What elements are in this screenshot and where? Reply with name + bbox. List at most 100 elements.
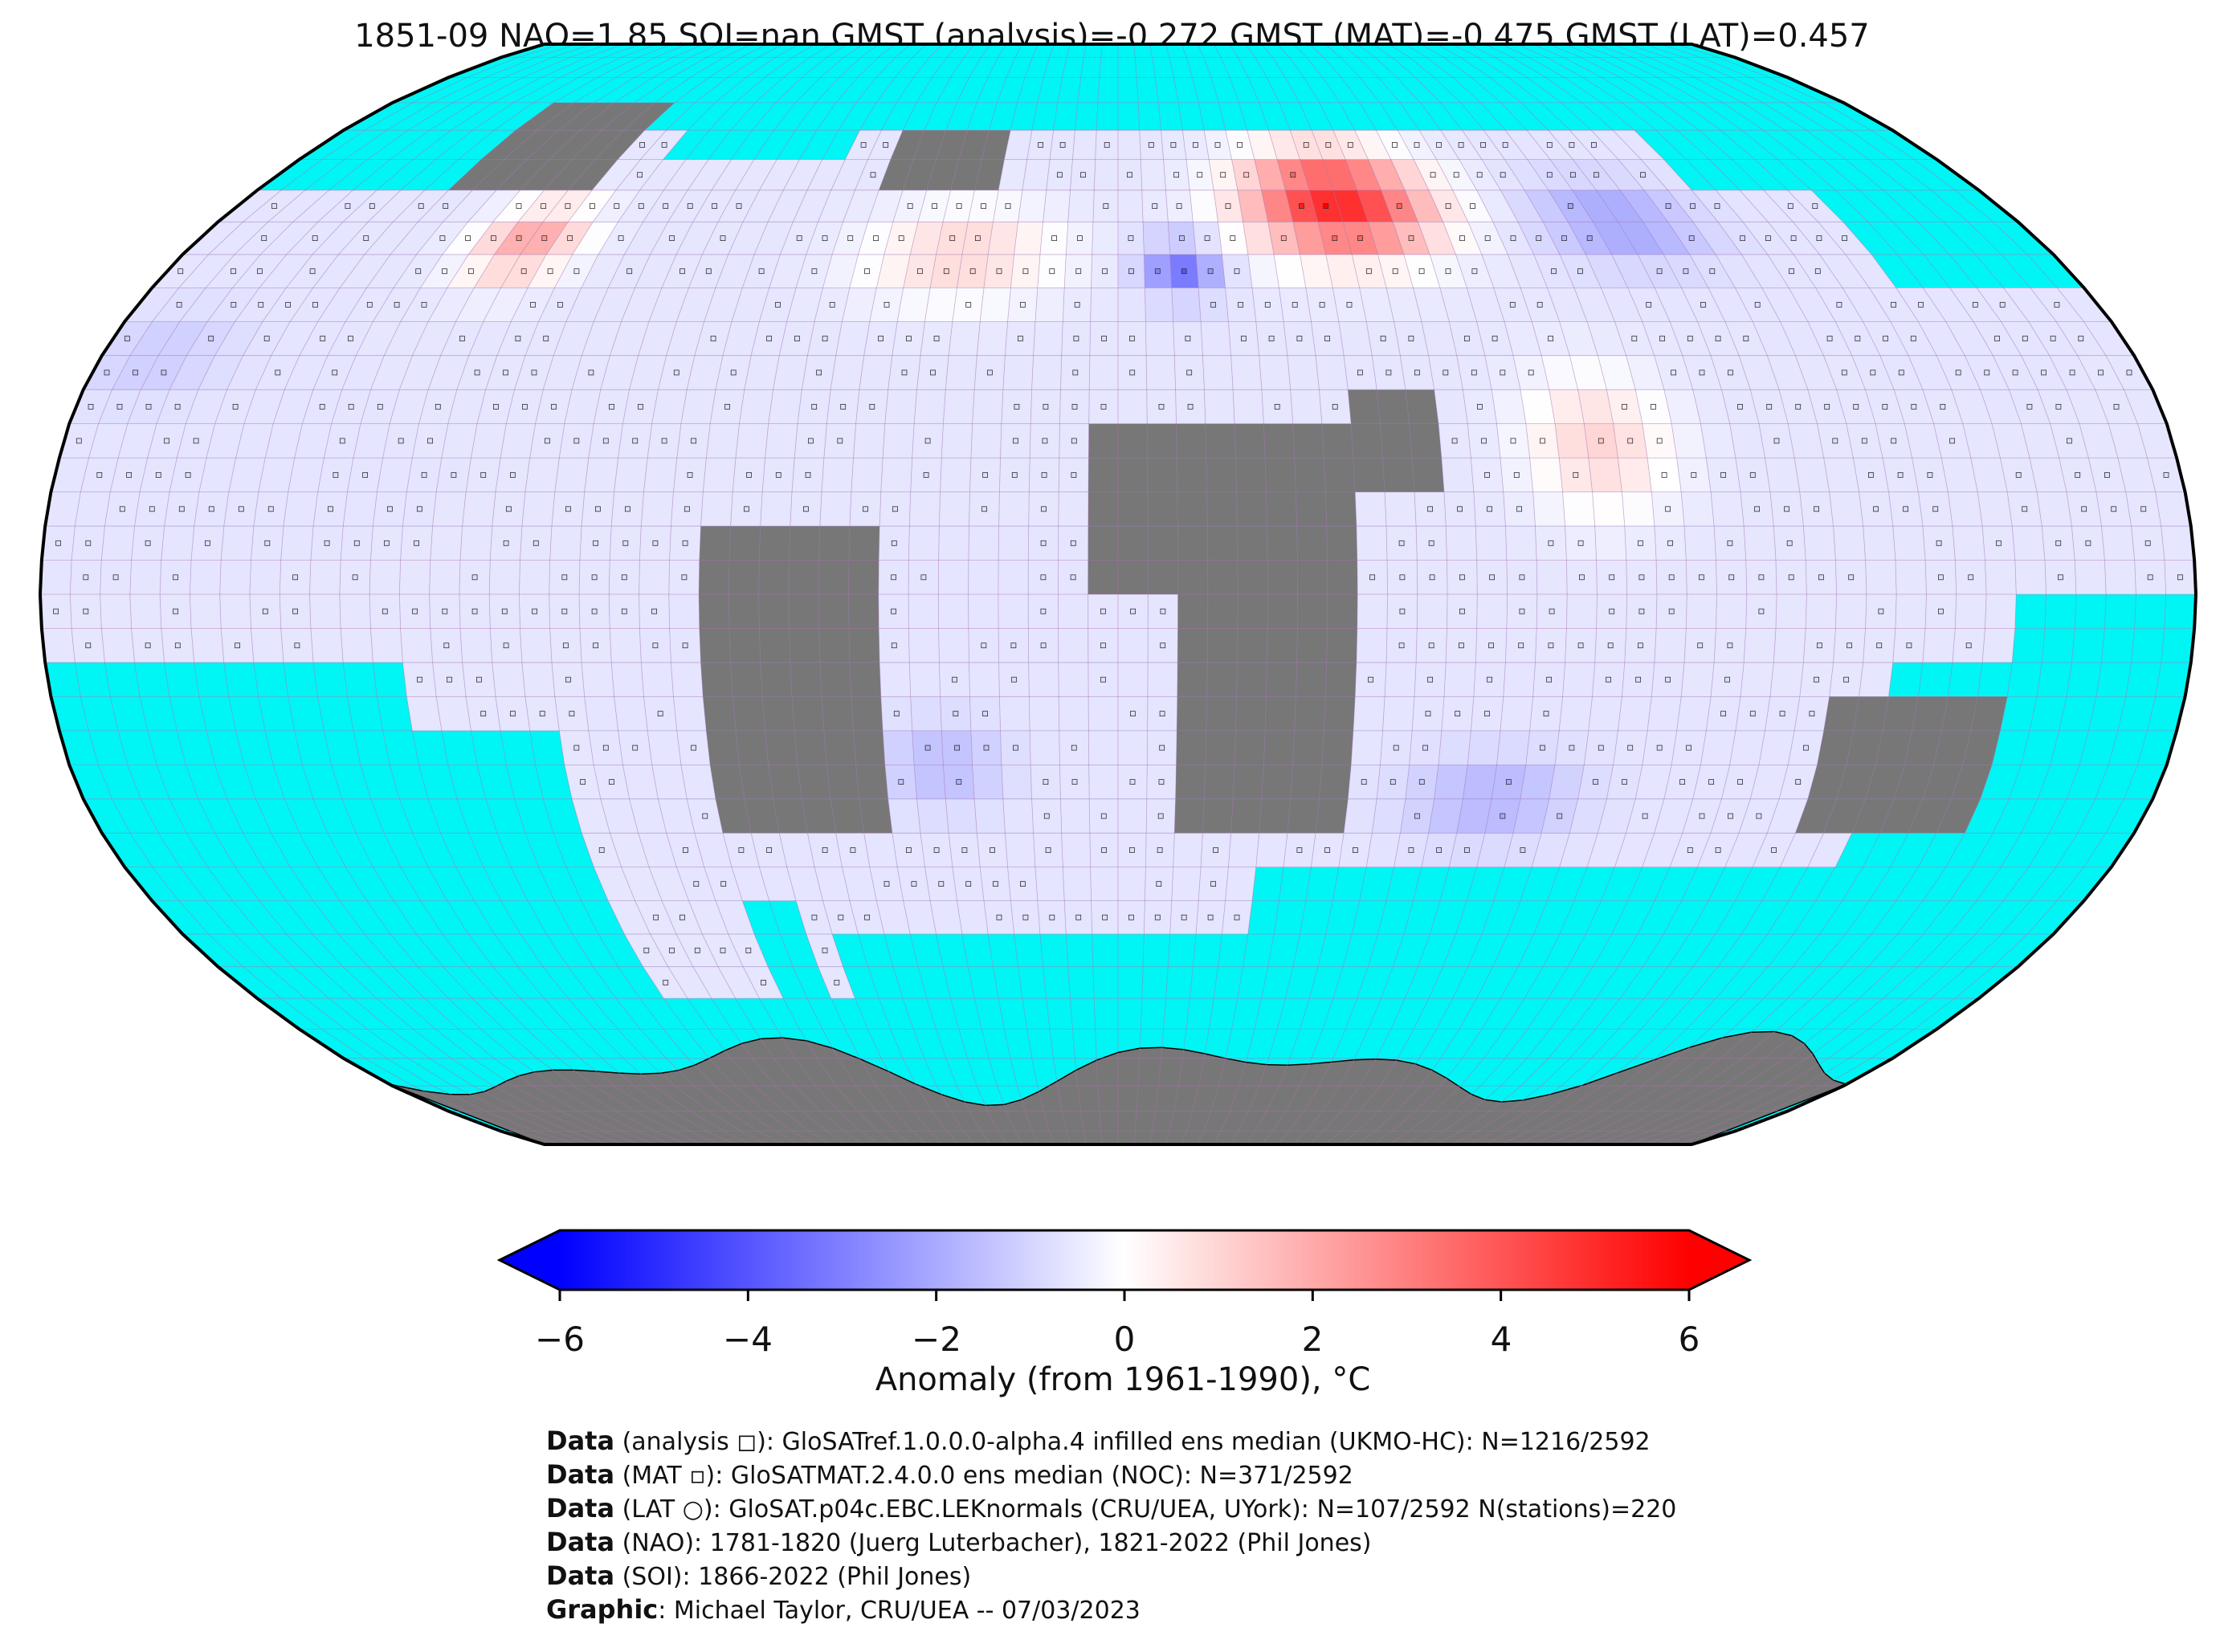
colorbar [496, 1229, 1753, 1301]
observation-marker [2026, 403, 2033, 410]
grid-cell [101, 526, 135, 561]
grid-cell [818, 526, 850, 561]
observation-marker [829, 301, 835, 308]
grid-cell [688, 900, 728, 935]
observation-marker [2066, 438, 2072, 444]
grid-cell [543, 355, 582, 390]
grid-cell [723, 321, 760, 356]
observation-marker [1699, 813, 1705, 819]
grid-cell [1434, 765, 1468, 799]
grid-cell [1237, 594, 1268, 629]
grid-cell [1243, 222, 1275, 255]
observation-marker [1011, 472, 1018, 478]
observation-marker [569, 711, 575, 716]
grid-cell [1923, 288, 1973, 322]
grid-cell [703, 696, 736, 731]
observation-marker [1876, 642, 1883, 649]
observation-marker [847, 235, 854, 242]
grid-cell [1147, 662, 1178, 697]
grid-cell [1297, 560, 1328, 594]
grid-cell [1287, 798, 1320, 834]
observation-marker [1640, 172, 1646, 178]
grid-cell [228, 458, 266, 492]
observation-marker [1154, 268, 1161, 275]
grid-cell [760, 662, 792, 697]
observation-marker [1561, 235, 1567, 242]
grid-cell [792, 696, 824, 731]
observation-marker [1551, 268, 1557, 275]
observation-marker [1459, 235, 1465, 242]
grid-cell [432, 492, 467, 527]
observation-marker [1861, 438, 1867, 444]
observation-marker [541, 203, 546, 210]
grid-cell [483, 288, 528, 322]
observation-marker [691, 438, 696, 444]
grid-cell [429, 560, 460, 594]
grid-cell [2021, 423, 2059, 459]
grid-cell [835, 321, 870, 356]
grid-cell [958, 130, 990, 160]
observation-marker [294, 642, 300, 649]
grid-cell [1503, 662, 1536, 697]
observation-marker [2085, 540, 2091, 546]
observation-marker [1579, 574, 1585, 581]
observation-marker [983, 744, 990, 751]
observation-marker [1471, 369, 1477, 376]
grid-cell [447, 390, 486, 424]
grid-cell [572, 222, 618, 255]
observation-marker [1100, 403, 1107, 410]
grid-cell [909, 492, 941, 527]
observation-marker [1968, 574, 1974, 581]
grid-cell [1807, 833, 1852, 867]
grid-cell [390, 390, 429, 424]
grid-cell [1205, 730, 1236, 765]
grid-cell [1985, 594, 2017, 629]
grid-cell [471, 423, 507, 459]
observation-marker [1152, 203, 1158, 210]
observation-marker [1786, 540, 1793, 546]
observation-marker [1458, 141, 1464, 148]
grid-cell [1174, 798, 1205, 834]
grid-cell [1819, 254, 1870, 288]
observation-marker [1073, 336, 1079, 341]
observation-marker [1484, 711, 1490, 716]
grid-cell [624, 222, 668, 255]
grid-cell [1206, 696, 1237, 731]
observation-marker [803, 506, 809, 512]
observation-marker [864, 914, 870, 920]
grid-cell [1740, 190, 1793, 222]
observation-marker [2012, 369, 2018, 376]
grid-cell [790, 662, 822, 697]
grid-cell [848, 594, 879, 629]
grid-cell [1177, 594, 1208, 629]
grid-cell [1588, 458, 1622, 492]
grid-cell [292, 190, 353, 222]
grid-cell [998, 492, 1030, 527]
observation-marker [96, 472, 103, 478]
observation-marker [1502, 141, 1508, 148]
observation-marker [1932, 506, 1939, 512]
observation-marker [1818, 574, 1824, 581]
observation-marker [638, 403, 643, 410]
grid-cell [1205, 423, 1236, 459]
grid-cell [198, 355, 243, 390]
grid-cell [1043, 190, 1071, 222]
grid-cell [1686, 594, 1717, 629]
grid-cell [884, 390, 917, 424]
grid-cell [1513, 798, 1549, 834]
observation-marker [173, 574, 179, 581]
observation-marker [1445, 203, 1451, 210]
grid-cell [2137, 423, 2177, 459]
observation-marker [435, 403, 441, 410]
observation-marker [1622, 403, 1627, 410]
observation-marker [1754, 506, 1761, 512]
grid-cell [1094, 159, 1118, 190]
colorbar-tick-marks [558, 1290, 1691, 1301]
observation-marker [573, 268, 580, 275]
grid-cell [1382, 458, 1414, 492]
grid-cell [75, 492, 111, 527]
observation-marker [173, 608, 179, 614]
observation-marker [1906, 642, 1912, 649]
observation-marker [621, 574, 627, 581]
grid-cell [436, 696, 471, 731]
